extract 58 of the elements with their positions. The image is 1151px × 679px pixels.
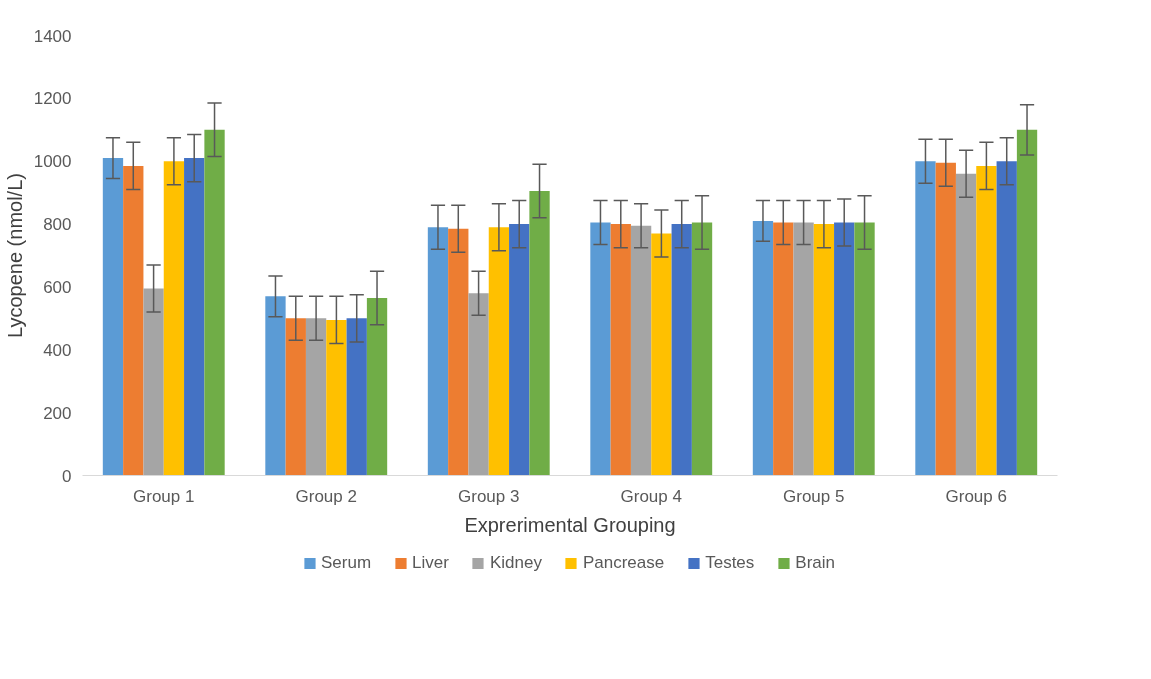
bar	[610, 224, 631, 476]
y-tick-label: 1200	[33, 89, 72, 109]
y-tick-label: 200	[43, 403, 72, 423]
bar	[651, 233, 672, 476]
bar	[468, 293, 489, 476]
legend-label: Pancrease	[582, 553, 665, 573]
bar	[488, 227, 510, 476]
bar	[813, 224, 835, 476]
bar	[671, 224, 692, 476]
bar	[102, 158, 124, 476]
y-tick-label: 1000	[33, 152, 72, 172]
bar	[752, 220, 774, 476]
bar	[529, 191, 550, 476]
bar	[691, 222, 713, 476]
x-tick-label: Group 6	[945, 486, 1007, 506]
bar	[793, 222, 814, 476]
bar	[1016, 129, 1038, 476]
bar	[163, 161, 185, 476]
legend-label: Serum	[320, 553, 372, 573]
bar	[935, 162, 956, 476]
bar	[915, 161, 936, 476]
legend-label: Brain	[795, 553, 836, 573]
bar	[590, 222, 611, 476]
bar	[427, 227, 449, 476]
legend-label: Testes	[705, 553, 755, 573]
legend-label: Kidney	[489, 553, 542, 573]
legend-label: Liver	[412, 553, 449, 573]
bar	[630, 225, 652, 476]
y-tick-label: 400	[43, 340, 72, 360]
x-tick-label: Group 3	[458, 486, 520, 506]
bar	[265, 296, 286, 476]
x-tick-label: Group 5	[783, 486, 845, 506]
y-tick-label: 800	[43, 215, 72, 235]
bar	[204, 129, 225, 476]
bar	[448, 228, 469, 476]
bar	[285, 318, 306, 476]
x-axis-title: Exprerimental Grouping	[464, 513, 676, 536]
bar	[773, 222, 794, 476]
bar	[184, 158, 205, 476]
bar	[834, 222, 855, 476]
x-tick-label: Group 1	[133, 486, 195, 506]
bar	[123, 165, 144, 476]
bar	[854, 222, 875, 476]
y-axis-title: Lycopene (nmol/L)	[3, 173, 26, 338]
bar	[509, 224, 530, 476]
bar	[346, 318, 367, 476]
y-tick-label: 0	[62, 466, 72, 486]
bar	[976, 165, 997, 476]
bar	[326, 319, 347, 476]
bar	[366, 297, 388, 476]
y-tick-label: 600	[43, 277, 72, 297]
bar	[996, 161, 1017, 476]
x-tick-label: Group 2	[295, 486, 357, 506]
bar	[955, 173, 977, 476]
bar	[143, 288, 164, 476]
bar	[305, 318, 327, 476]
y-tick-label: 1400	[33, 26, 72, 46]
x-tick-label: Group 4	[620, 486, 682, 506]
